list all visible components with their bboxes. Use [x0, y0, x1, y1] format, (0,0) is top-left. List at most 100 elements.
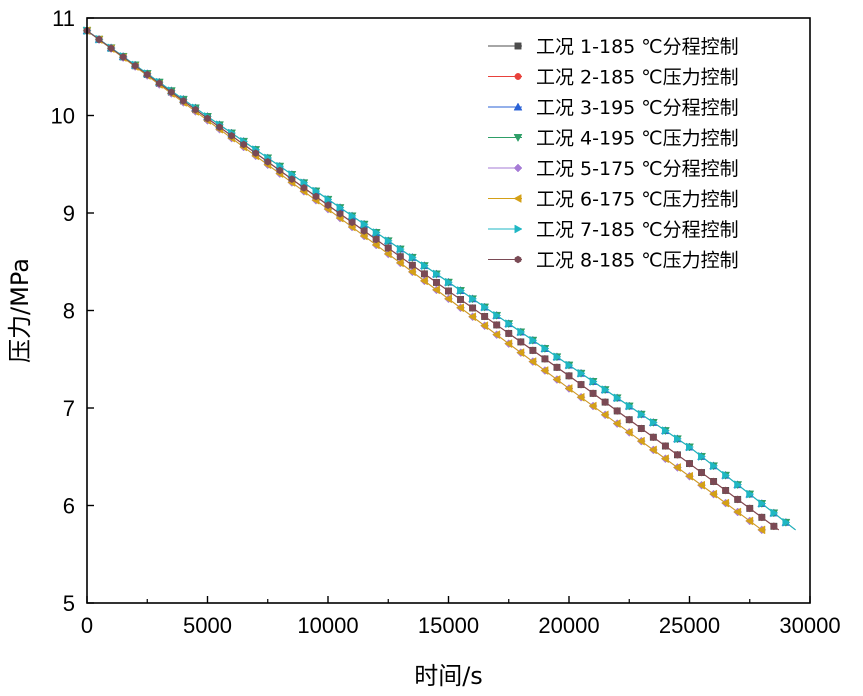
- data-point: [469, 304, 476, 312]
- data-point: [300, 184, 308, 192]
- data-point: [758, 499, 767, 508]
- data-point: [650, 433, 657, 442]
- x-tick-label: 10000: [297, 613, 358, 638]
- y-axis-title: 压力/MPa: [6, 258, 34, 363]
- legend-label: 工况 5-175 ℃分程控制: [536, 158, 739, 180]
- y-tick-label: 7: [63, 396, 75, 421]
- data-point: [613, 393, 622, 403]
- legend-item: 工况 4-195 ℃压力控制: [488, 128, 739, 150]
- data-point: [529, 335, 538, 345]
- data-point: [264, 158, 272, 166]
- data-point: [770, 508, 779, 518]
- legend-item: 工况 8-185 ℃压力控制: [488, 250, 739, 272]
- legend-marker: [513, 134, 523, 143]
- data-point: [420, 261, 429, 271]
- data-point: [407, 267, 416, 277]
- data-point: [746, 504, 754, 513]
- data-point: [204, 114, 211, 123]
- data-point: [517, 327, 526, 337]
- data-point: [180, 97, 187, 105]
- data-point: [553, 352, 562, 362]
- data-point: [493, 321, 500, 329]
- legend-item: 工况 5-175 ℃分程控制: [488, 158, 739, 180]
- data-point: [734, 495, 741, 504]
- legend-label: 工况 8-185 ℃压力控制: [536, 250, 739, 272]
- data-point: [661, 426, 670, 436]
- data-point: [662, 442, 669, 450]
- legend-item: 工况 2-185 ℃压力控制: [488, 67, 739, 89]
- data-point: [625, 401, 634, 411]
- y-tick-label: 5: [63, 591, 75, 616]
- data-point: [481, 312, 488, 321]
- data-point: [409, 261, 416, 270]
- data-point: [445, 287, 452, 295]
- data-point: [576, 392, 585, 402]
- data-point: [553, 363, 561, 372]
- series-8: [83, 26, 779, 531]
- data-point: [252, 149, 259, 157]
- data-point: [143, 70, 151, 79]
- x-axis-title: 时间/s: [414, 662, 483, 690]
- data-point: [529, 346, 537, 355]
- data-point: [348, 211, 357, 221]
- data-point: [565, 360, 574, 370]
- data-point: [722, 470, 731, 480]
- data-point: [433, 278, 440, 287]
- x-tick-label: 30000: [779, 613, 840, 638]
- ticks-layer: 0 5000 10000 15000 20000 25000 30000 5 6 7 8 9 10 11: [51, 6, 841, 638]
- data-point: [324, 201, 332, 210]
- data-point: [746, 489, 755, 499]
- legend-label: 工况 7-185 ℃分程控制: [536, 219, 739, 241]
- data-point: [540, 366, 549, 375]
- data-point: [481, 302, 490, 312]
- data-point: [758, 513, 766, 522]
- data-point: [288, 175, 296, 183]
- data-point: [192, 105, 199, 114]
- data-point: [360, 227, 368, 235]
- data-point: [552, 375, 561, 384]
- data-point: [721, 498, 730, 508]
- data-point: [505, 319, 514, 329]
- data-point: [564, 384, 573, 393]
- y-tick-label: 6: [63, 494, 75, 519]
- data-point: [600, 410, 609, 420]
- data-point: [397, 252, 404, 261]
- data-point: [648, 445, 657, 455]
- data-point: [119, 53, 127, 61]
- data-point: [577, 380, 585, 389]
- legend-marker: [514, 224, 523, 234]
- data-point: [770, 522, 778, 531]
- data-point: [408, 252, 417, 262]
- data-point: [528, 357, 537, 367]
- data-point: [395, 258, 404, 268]
- data-point: [577, 368, 586, 378]
- data-point: [433, 269, 441, 279]
- data-point: [372, 235, 380, 244]
- data-point: [613, 407, 621, 415]
- x-tick-label: 25000: [659, 613, 720, 638]
- legend-marker: [513, 194, 522, 203]
- data-point: [660, 454, 669, 464]
- data-point: [107, 44, 115, 53]
- data-point: [782, 517, 791, 527]
- data-point: [492, 330, 501, 340]
- data-point: [480, 321, 489, 331]
- legend-marker: [514, 73, 522, 80]
- data-point: [674, 434, 682, 444]
- data-point: [421, 270, 428, 278]
- y-tick-label: 11: [52, 6, 75, 31]
- data-point: [384, 236, 393, 246]
- data-point: [698, 451, 707, 461]
- data-point: [468, 312, 477, 322]
- legend-item: 工况 6-175 ℃压力控制: [488, 189, 739, 211]
- data-point: [697, 480, 705, 490]
- x-tick-label: 0: [81, 613, 93, 638]
- data-point: [456, 303, 464, 313]
- data-point: [348, 218, 356, 227]
- data-point: [672, 463, 681, 472]
- data-point: [457, 286, 466, 295]
- data-point: [156, 79, 163, 88]
- data-point: [431, 285, 440, 295]
- data-point: [445, 277, 454, 287]
